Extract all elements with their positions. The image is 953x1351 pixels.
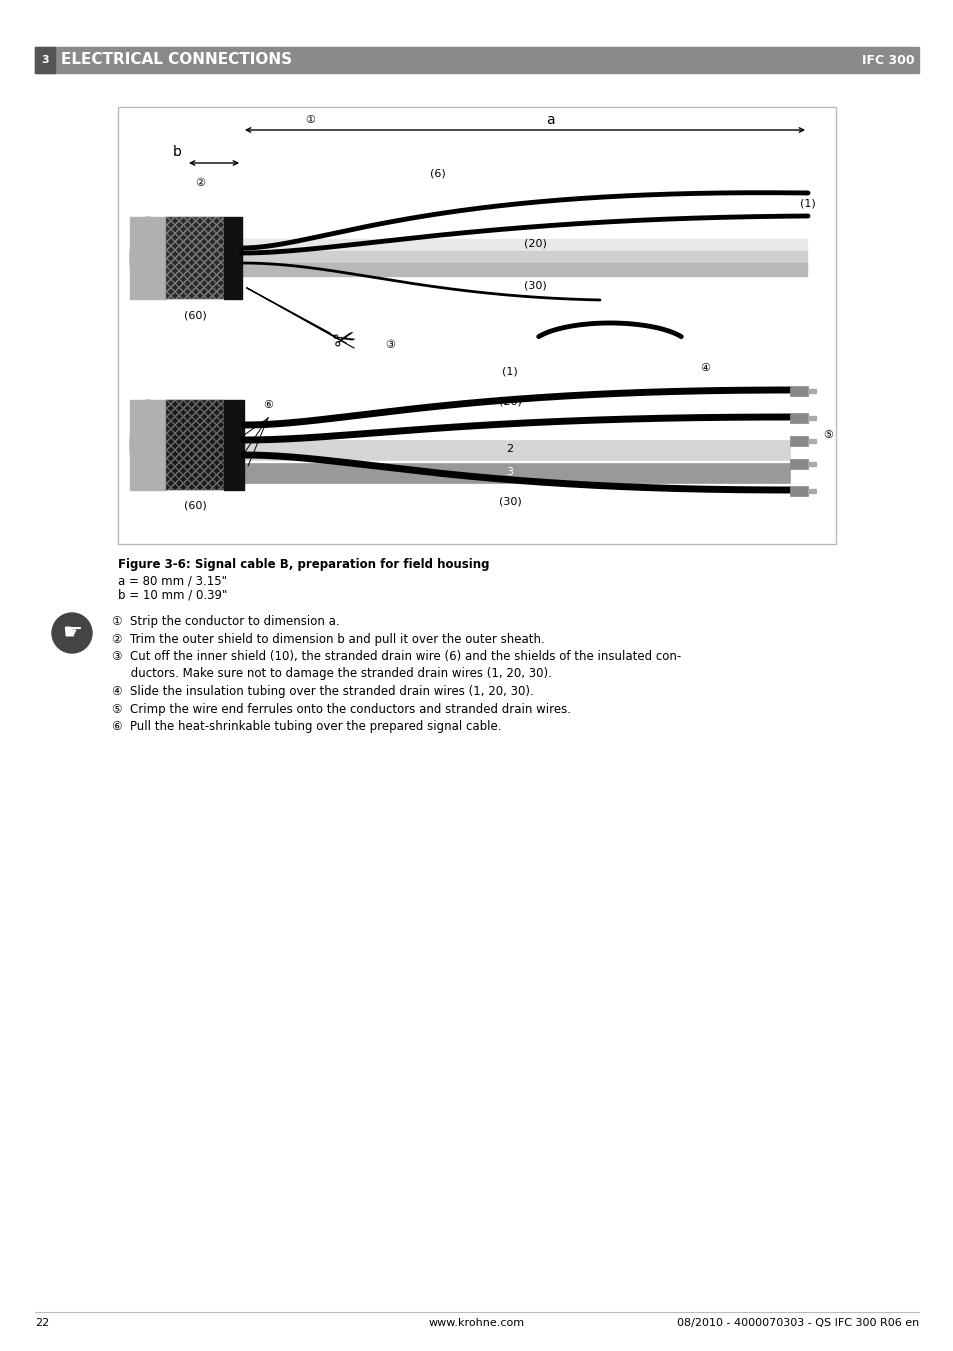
- Text: (60): (60): [183, 501, 206, 511]
- Text: ②  Trim the outer shield to dimension b and pull it over the outer sheath.: ② Trim the outer shield to dimension b a…: [112, 632, 544, 646]
- Bar: [789, 486, 807, 496]
- Text: a: a: [545, 113, 554, 127]
- Bar: [166, 218, 224, 299]
- Text: ①  Strip the conductor to dimension a.: ① Strip the conductor to dimension a.: [112, 615, 339, 628]
- Bar: [789, 386, 807, 396]
- Text: 3: 3: [506, 467, 513, 477]
- Bar: [807, 389, 815, 393]
- Bar: [166, 400, 224, 490]
- Bar: [166, 218, 224, 299]
- Bar: [807, 489, 815, 493]
- Text: (30): (30): [498, 497, 521, 507]
- Text: 22: 22: [35, 1319, 50, 1328]
- Bar: [130, 218, 166, 299]
- Text: 2: 2: [506, 444, 513, 454]
- Bar: [789, 436, 807, 446]
- Text: IFC 300: IFC 300: [862, 54, 914, 66]
- Text: (1): (1): [501, 367, 517, 377]
- Text: b: b: [172, 145, 182, 159]
- Bar: [789, 413, 807, 423]
- Text: ①: ①: [305, 115, 314, 126]
- Bar: [242, 239, 807, 253]
- Text: (20): (20): [523, 239, 546, 249]
- Text: (6): (6): [430, 168, 445, 178]
- Bar: [807, 416, 815, 420]
- Text: ⑥: ⑥: [263, 400, 273, 409]
- Text: (30): (30): [523, 281, 546, 290]
- Bar: [35, 47, 55, 73]
- Circle shape: [52, 613, 91, 653]
- Text: ③: ③: [385, 340, 395, 350]
- Text: ⑥  Pull the heat-shrinkable tubing over the prepared signal cable.: ⑥ Pull the heat-shrinkable tubing over t…: [112, 720, 501, 734]
- Bar: [224, 218, 242, 299]
- Ellipse shape: [130, 218, 166, 299]
- Text: ③  Cut off the inner shield (10), the stranded drain wire (6) and the shields of: ③ Cut off the inner shield (10), the str…: [112, 650, 680, 663]
- Bar: [242, 251, 807, 265]
- Bar: [166, 400, 224, 490]
- Text: 3: 3: [41, 55, 49, 65]
- Bar: [789, 459, 807, 469]
- Text: Figure 3-6: Signal cable B, preparation for field housing: Figure 3-6: Signal cable B, preparation …: [118, 558, 489, 571]
- Bar: [807, 439, 815, 443]
- Bar: [244, 440, 789, 459]
- Text: www.krohne.com: www.krohne.com: [429, 1319, 524, 1328]
- Text: ④: ④: [700, 363, 709, 373]
- Text: ELECTRICAL CONNECTIONS: ELECTRICAL CONNECTIONS: [61, 53, 292, 68]
- Text: ductors. Make sure not to damage the stranded drain wires (1, 20, 30).: ductors. Make sure not to damage the str…: [112, 667, 551, 681]
- Bar: [224, 400, 244, 490]
- Text: b = 10 mm / 0.39": b = 10 mm / 0.39": [118, 589, 227, 603]
- Ellipse shape: [130, 400, 166, 490]
- Text: 08/2010 - 4000070303 - QS IFC 300 R06 en: 08/2010 - 4000070303 - QS IFC 300 R06 en: [676, 1319, 918, 1328]
- Bar: [807, 462, 815, 466]
- Bar: [242, 263, 807, 277]
- Text: ⑤  Crimp the wire end ferrules onto the conductors and stranded drain wires.: ⑤ Crimp the wire end ferrules onto the c…: [112, 703, 571, 716]
- Text: a = 80 mm / 3.15": a = 80 mm / 3.15": [118, 576, 227, 588]
- Text: (1): (1): [800, 199, 815, 208]
- Text: ☛: ☛: [62, 623, 82, 643]
- Text: (60): (60): [183, 309, 206, 320]
- Bar: [130, 400, 166, 490]
- Bar: [244, 463, 789, 484]
- Text: (20): (20): [498, 397, 521, 407]
- Text: ④  Slide the insulation tubing over the stranded drain wires (1, 20, 30).: ④ Slide the insulation tubing over the s…: [112, 685, 533, 698]
- Text: ②: ②: [194, 178, 205, 188]
- Text: ⑤: ⑤: [822, 430, 832, 440]
- Bar: [35, 47, 918, 73]
- Text: ✂: ✂: [330, 323, 359, 357]
- Bar: [118, 107, 835, 544]
